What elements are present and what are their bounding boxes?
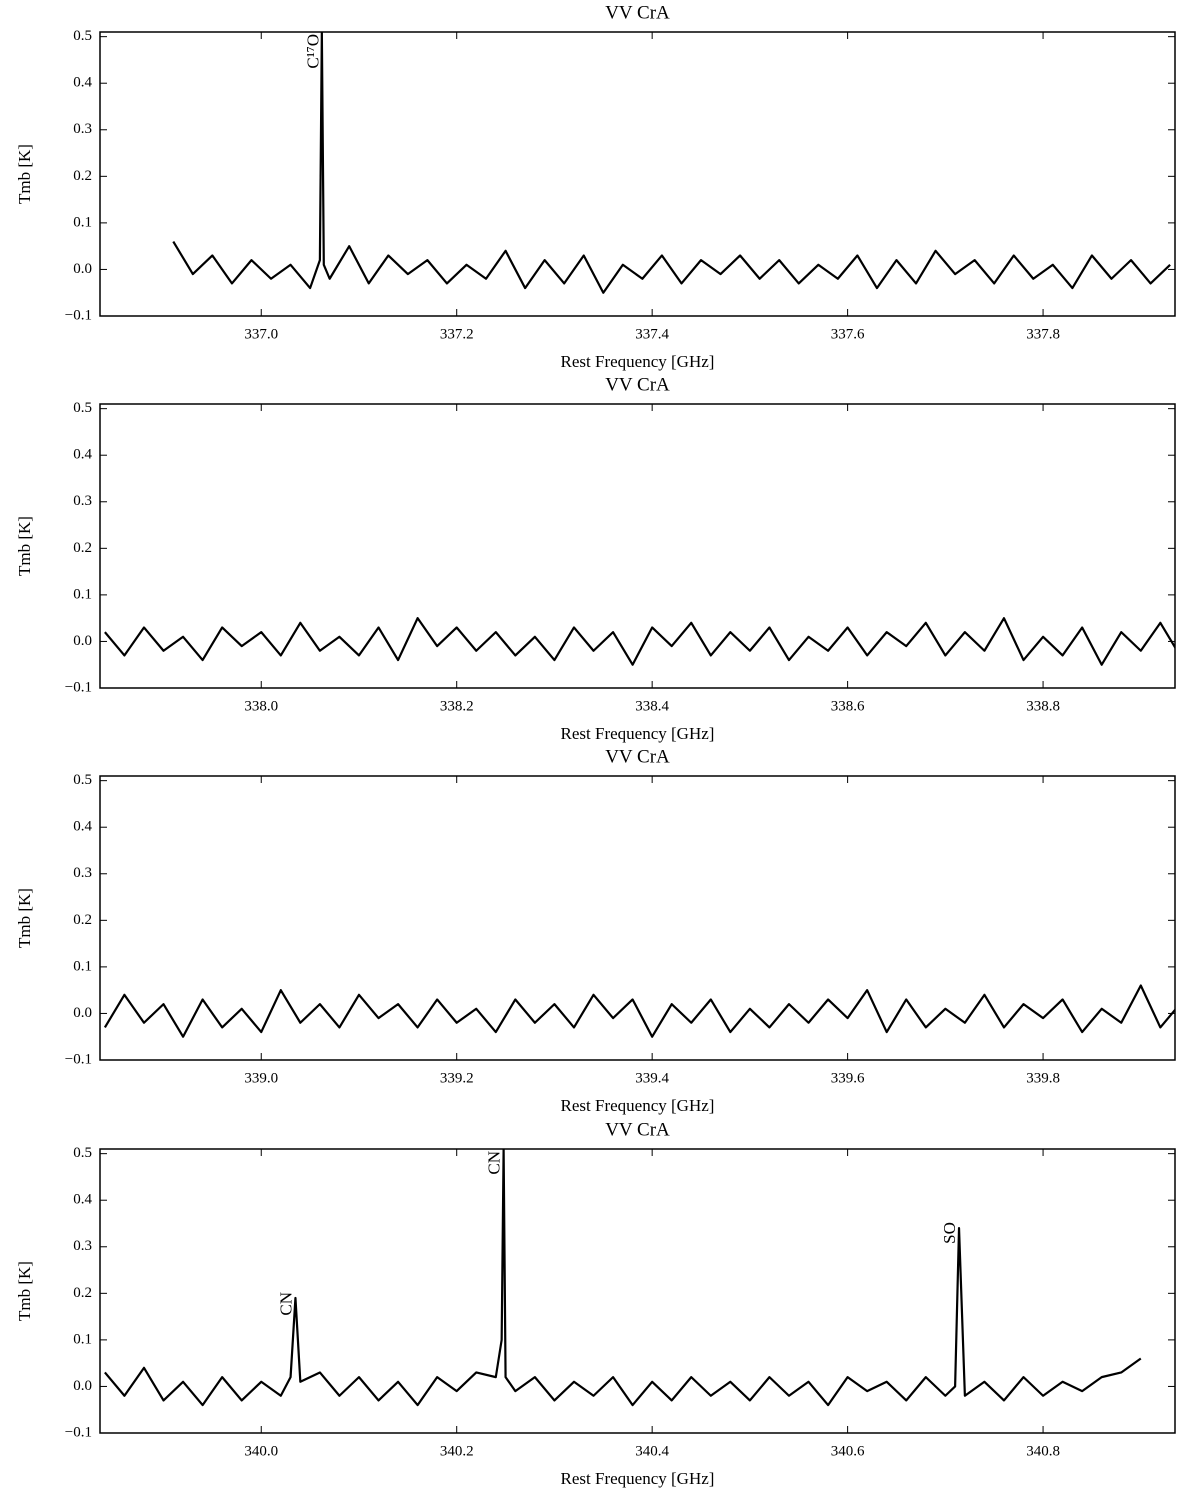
y-tick-label: 0.3 [73,493,92,509]
line-label: CN [485,1151,504,1175]
line-label: SO [940,1222,959,1244]
x-tick-label: 337.4 [635,326,669,342]
y-tick-label: 0.5 [73,1145,92,1161]
x-tick-label: 340.8 [1026,1443,1060,1459]
y-tick-label: 0.1 [73,214,92,230]
x-tick-label: 337.6 [831,326,865,342]
y-tick-label: 0.3 [73,121,92,137]
y-tick-label: 0.0 [73,1005,92,1021]
y-tick-label: 0.1 [73,1331,92,1347]
y-tick-label: 0.3 [73,865,92,881]
spectrum-line [104,617,1175,666]
x-tick-label: 340.2 [440,1443,474,1459]
x-axis-label: Rest Frequency [GHz] [561,1469,715,1488]
y-tick-label: −0.1 [65,1051,92,1067]
x-tick-label: 339.0 [244,1070,278,1086]
x-axis-label: Rest Frequency [GHz] [561,724,715,743]
y-tick-label: −0.1 [65,679,92,695]
y-tick-label: 0.0 [73,261,92,277]
y-tick-label: 0.4 [73,447,92,463]
x-tick-label: 340.0 [244,1443,278,1459]
x-tick-label: 340.4 [635,1443,669,1459]
x-tick-label: 339.6 [831,1070,865,1086]
x-axis-label: Rest Frequency [GHz] [561,352,715,371]
y-tick-label: 0.5 [73,400,92,416]
chart-title: VV CrA [605,2,670,23]
y-tick-label: 0.0 [73,633,92,649]
y-tick-label: 0.3 [73,1238,92,1254]
y-tick-label: 0.2 [73,540,92,556]
y-axis-label: Tmb [K] [15,1261,34,1321]
chart-title: VV CrA [605,746,670,767]
y-tick-label: 0.1 [73,586,92,602]
y-axis-label: Tmb [K] [15,516,34,576]
x-tick-label: 340.6 [831,1443,865,1459]
plot-frame [99,1148,1176,1434]
x-tick-label: 337.2 [440,326,474,342]
spectrum-line [104,1149,1142,1407]
y-tick-label: −0.1 [65,1424,92,1440]
y-tick-label: 0.4 [73,819,92,835]
plot-frame [99,403,1176,689]
y-tick-label: 0.1 [73,958,92,974]
y-tick-label: −0.1 [65,307,92,323]
x-tick-label: 338.0 [244,698,278,714]
plot-frame [99,31,1176,317]
y-tick-label: 0.4 [73,1192,92,1208]
y-tick-label: 0.5 [73,772,92,788]
x-tick-label: 339.2 [440,1070,474,1086]
x-tick-label: 338.2 [440,698,474,714]
chart-title: VV CrA [605,374,670,395]
x-tick-label: 338.8 [1026,698,1060,714]
line-label: CN [276,1292,295,1316]
x-tick-label: 338.6 [831,698,865,714]
x-tick-label: 337.0 [244,326,278,342]
chart-title: VV CrA [605,1119,670,1140]
y-tick-label: 0.2 [73,168,92,184]
x-axis-label: Rest Frequency [GHz] [561,1096,715,1115]
y-tick-label: 0.4 [73,75,92,91]
y-axis-label: Tmb [K] [15,888,34,948]
spectrum-line [103,984,1175,1038]
y-tick-label: 0.2 [73,912,92,928]
x-tick-label: 337.8 [1026,326,1060,342]
spectrum-line [172,32,1171,294]
x-tick-label: 338.4 [635,698,669,714]
x-tick-label: 339.8 [1026,1070,1060,1086]
line-label: C¹⁷O [304,34,323,69]
plot-frame [99,775,1176,1061]
y-tick-label: 0.0 [73,1378,92,1394]
y-tick-label: 0.2 [73,1285,92,1301]
y-tick-label: 0.5 [73,28,92,44]
x-tick-label: 339.4 [635,1070,669,1086]
y-axis-label: Tmb [K] [15,144,34,204]
